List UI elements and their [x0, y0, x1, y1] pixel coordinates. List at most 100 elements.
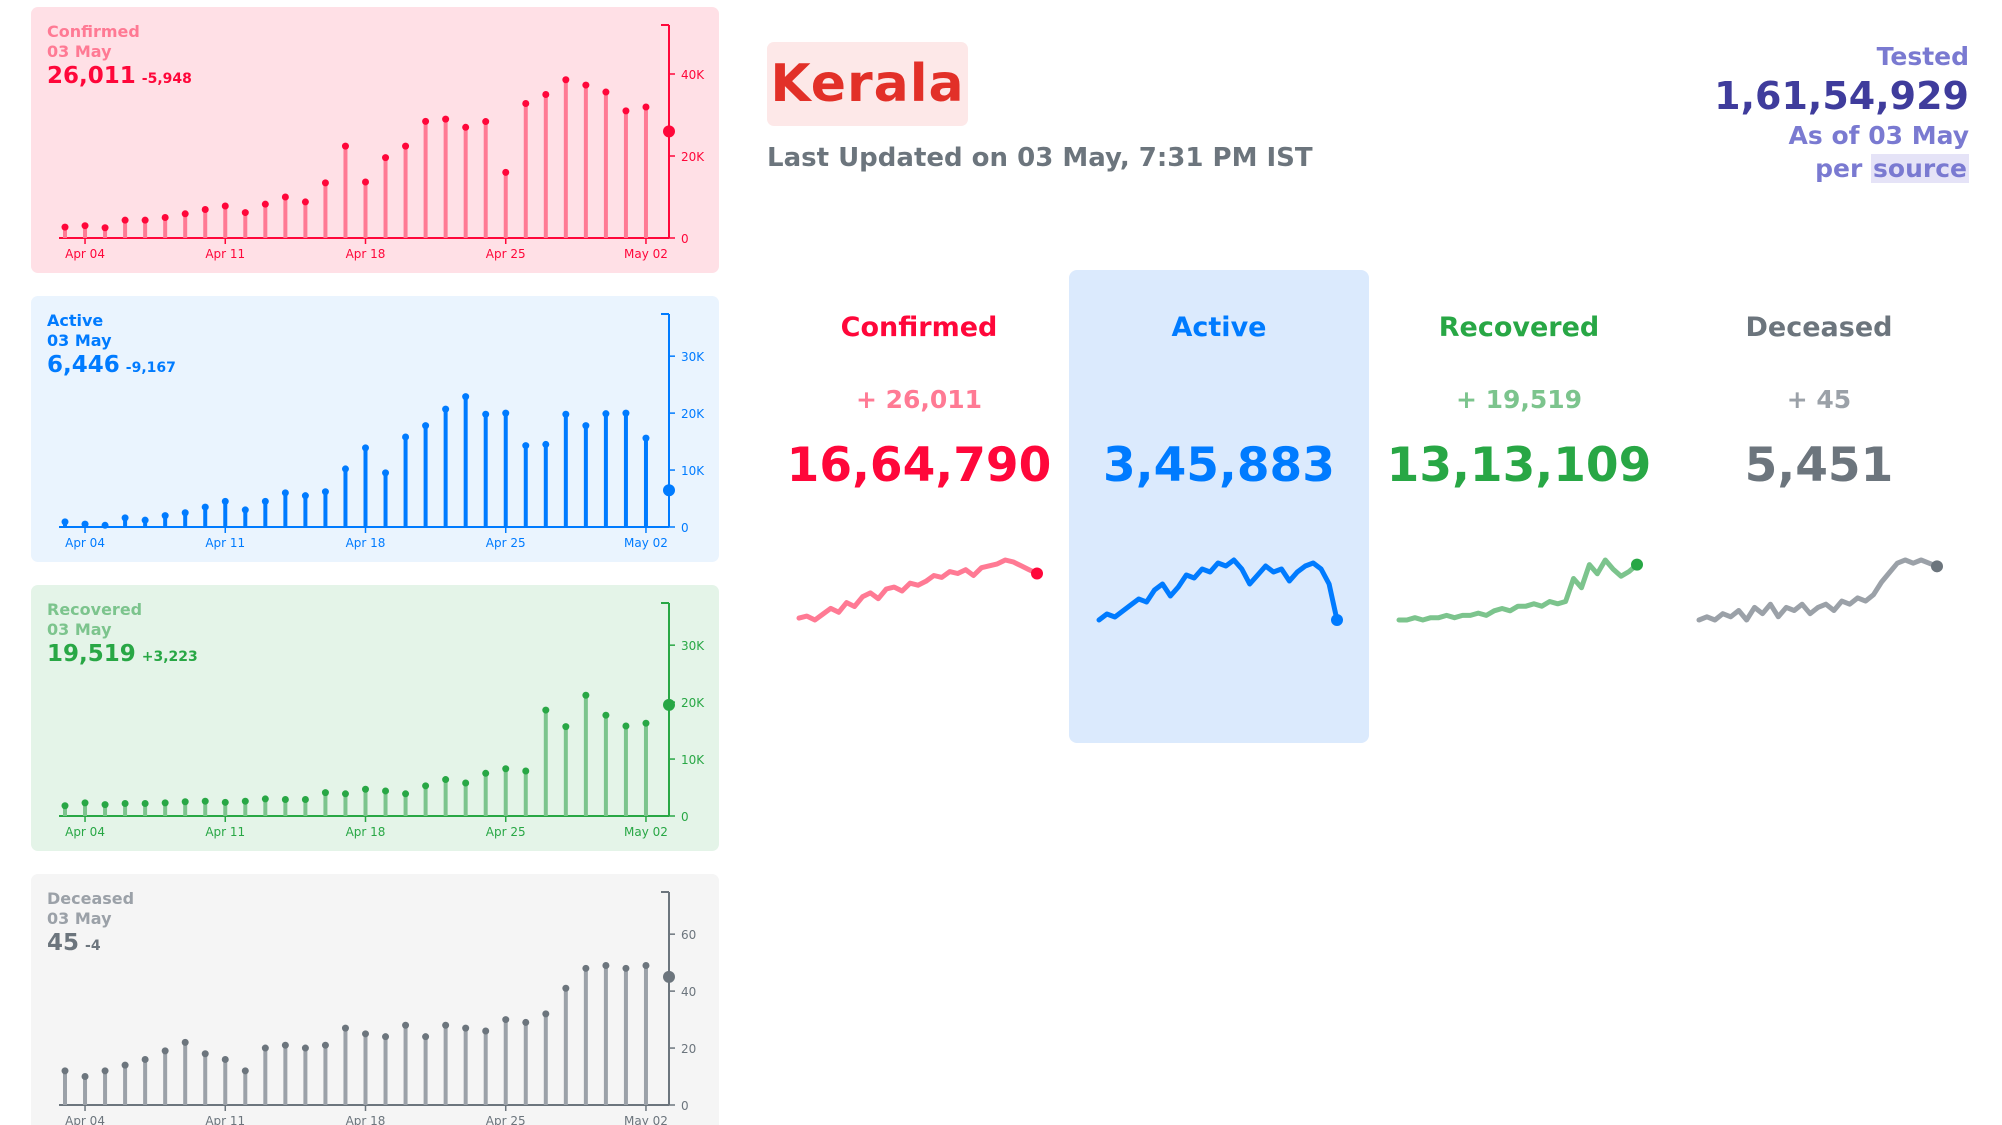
- bar-dot: [582, 422, 590, 430]
- level-total: 3,45,883: [1103, 438, 1335, 493]
- bar-21: [482, 410, 490, 527]
- bar-dot: [301, 1044, 309, 1052]
- bar-25: [562, 984, 570, 1105]
- level-name: Active: [1171, 312, 1267, 343]
- bar-9: [241, 1067, 249, 1105]
- level-total: 5,451: [1744, 438, 1894, 493]
- level-card-active[interactable]: Active 3,45,883: [1069, 270, 1369, 743]
- bar-dot: [161, 1047, 169, 1055]
- bar-dot: [321, 789, 329, 797]
- confirmed-bar-chart[interactable]: 0 20K 40K Apr 04 Apr 11 Apr 18 Apr 25 May 02: [31, 7, 719, 273]
- level-delta: + 26,011: [855, 385, 983, 414]
- level-card-confirmed[interactable]: Confirmed + 26,011 16,64,790: [769, 270, 1069, 743]
- panel-value-row: 19,519 +3,223: [47, 641, 198, 667]
- bar-21: [482, 118, 490, 238]
- bar-dot: [201, 206, 209, 214]
- bar-dot: [101, 1067, 109, 1075]
- bar-2: [101, 224, 109, 238]
- panel-date: 03 May: [47, 42, 112, 61]
- bar-23: [522, 100, 530, 238]
- bar-dot: [522, 100, 530, 108]
- bar-21: [482, 1027, 490, 1105]
- y-tick-label: 10K: [681, 753, 705, 767]
- bar-4: [141, 516, 149, 527]
- panel-value: 6,446: [47, 352, 120, 378]
- bar-11: [281, 795, 289, 816]
- bar-dot: [602, 961, 610, 969]
- bar-dot: [261, 1044, 269, 1052]
- bar-dot: [422, 422, 430, 430]
- sparkline-path: [1096, 557, 1340, 623]
- bar-dot: [81, 799, 89, 807]
- y-tick-label: 20: [681, 1042, 696, 1056]
- bar-dot: [161, 799, 169, 807]
- bar-dot: [502, 765, 510, 773]
- bar-dot: [341, 142, 349, 150]
- bar-dot: [141, 216, 149, 224]
- bar-28: [622, 722, 630, 816]
- bar-dot: [442, 776, 450, 784]
- recovered-bar-chart[interactable]: 0 10K 20K 30K Apr 04 Apr 11 Apr 18 Apr 25 May 02: [31, 585, 719, 851]
- bar-dot: [622, 722, 630, 730]
- bar-dot: [281, 193, 289, 201]
- per-label: per: [1815, 154, 1863, 183]
- bar-4: [141, 1055, 149, 1105]
- bar-dot: [81, 222, 89, 230]
- bar-dot: [101, 801, 109, 809]
- level-delta: + 45: [1786, 385, 1852, 414]
- bar-18: [422, 782, 430, 816]
- x-tick-label: Apr 11: [205, 247, 245, 261]
- bar-dot: [362, 178, 369, 186]
- panel-title: Confirmed: [47, 22, 140, 41]
- source-link[interactable]: source: [1871, 154, 1969, 183]
- bar-dot: [321, 488, 329, 496]
- bar-18: [422, 1033, 430, 1105]
- level-card-recovered[interactable]: Recovered + 19,519 13,13,109: [1369, 270, 1669, 743]
- y-tick-label: 10K: [681, 464, 705, 478]
- bar-19: [442, 1021, 450, 1105]
- active-bar-chart[interactable]: 0 10K 20K 30K Apr 04 Apr 11 Apr 18 Apr 25 May 02: [31, 296, 719, 562]
- sparkline-end-dot: [1931, 560, 1943, 573]
- bar-5: [161, 512, 169, 527]
- bar-4: [141, 799, 149, 816]
- level-delta: + 19,519: [1455, 385, 1583, 414]
- bar-dot: [181, 798, 189, 806]
- bar-dot: [602, 88, 610, 96]
- bar-dot: [201, 797, 209, 805]
- bar-dot: [81, 1073, 89, 1081]
- deceased-bar-chart[interactable]: 0 20 40 60 Apr 04 Apr 11 Apr 18 Apr 25 May 02: [31, 874, 719, 1125]
- x-tick-label: Apr 11: [205, 536, 245, 550]
- x-tick-label: Apr 18: [346, 1114, 386, 1125]
- x-tick-label: May 02: [624, 825, 668, 839]
- bar-dot: [221, 202, 229, 210]
- bar-19: [442, 405, 450, 527]
- panel-title: Active: [47, 311, 104, 330]
- bar-dot: [382, 1033, 390, 1041]
- bar-7: [201, 797, 209, 816]
- bar-26: [582, 691, 590, 816]
- level-card-deceased[interactable]: Deceased + 45 5,451: [1669, 270, 1969, 743]
- tested-source-row: per source: [1714, 152, 1969, 185]
- bar-14: [341, 142, 349, 238]
- bar-8: [221, 202, 229, 238]
- recovered-chart-panel: 0 10K 20K 30K Apr 04 Apr 11 Apr 18 Apr 25 May 02…: [31, 585, 719, 851]
- x-tick-label: Apr 25: [486, 247, 526, 261]
- bar-dot: [442, 115, 450, 123]
- bar-25: [562, 76, 570, 238]
- bar-dot: [301, 492, 309, 500]
- bar-30: [663, 484, 675, 497]
- level-total: 16,64,790: [786, 438, 1052, 493]
- bar-dot: [602, 410, 610, 418]
- bar-15: [362, 785, 369, 816]
- bar-dot: [281, 489, 289, 497]
- y-tick-label: 20K: [681, 150, 705, 164]
- bar-dot: [241, 1067, 249, 1075]
- level-name: Deceased: [1745, 312, 1893, 343]
- bar-14: [341, 790, 349, 816]
- bar-1: [81, 520, 89, 528]
- bar-24: [542, 1010, 550, 1105]
- bar-18: [422, 117, 430, 238]
- bar-dot: [502, 168, 510, 176]
- x-tick-label: May 02: [624, 1114, 668, 1125]
- bar-6: [181, 509, 189, 527]
